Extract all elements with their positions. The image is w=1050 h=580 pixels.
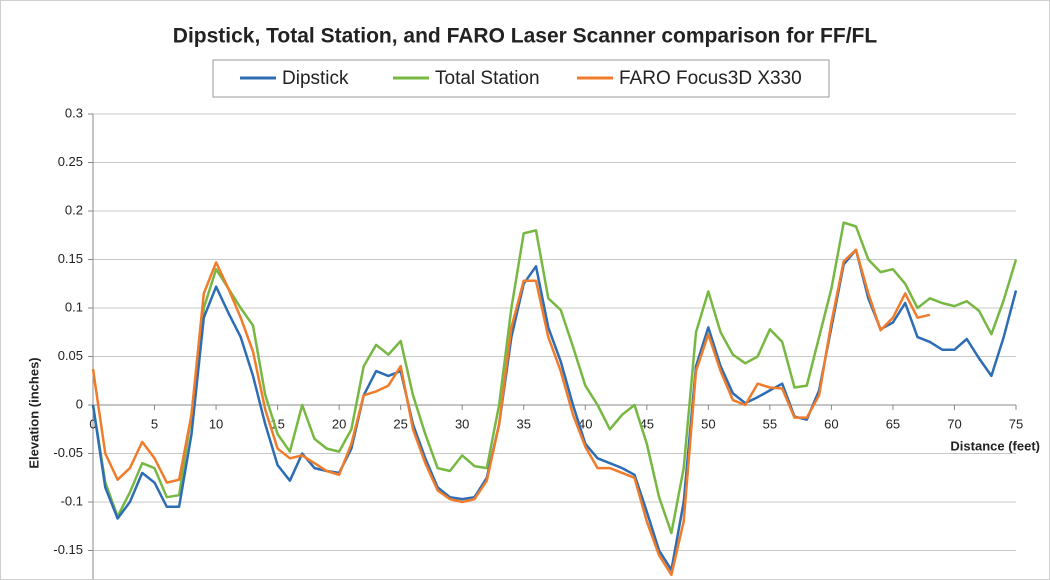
x-tick-label: 35 [516,416,530,431]
y-axis-title: Elevation (inches) [26,357,41,468]
x-tick-label: 5 [151,416,158,431]
y-tick-label: 0.2 [65,202,83,217]
y-tick-label: -0.1 [61,493,83,508]
y-tick-label: 0.15 [58,251,83,266]
legend-label: Dipstick [282,68,349,89]
series-line [91,248,931,577]
legend-label: FARO Focus3D X330 [619,68,802,89]
x-tick-label: 10 [209,416,223,431]
legend-box [212,59,830,98]
x-tick-label: 20 [332,416,346,431]
x-tick-label: 40 [578,416,592,431]
legend-label: Total Station [435,68,540,89]
x-tick-label: 55 [763,416,777,431]
x-tick-label: 45 [640,416,654,431]
x-tick-label: 75 [1009,416,1023,431]
x-axis-title: Distance (feet) [950,438,1040,453]
y-tick-label: 0.3 [65,105,83,120]
y-tick-label: -0.05 [53,445,83,460]
x-tick-label: 60 [824,416,838,431]
x-tick-label: 50 [701,416,715,431]
x-tick-label: 25 [393,416,407,431]
x-tick-label: 0 [89,416,96,431]
y-tick-label: 0 [76,396,83,411]
y-tick-label: 0.25 [58,154,83,169]
y-tick-label: 0.05 [58,348,83,363]
series-line [91,221,1018,535]
x-tick-label: 30 [455,416,469,431]
y-tick-label: -0.15 [53,542,83,557]
x-tick-label: 65 [886,416,900,431]
y-tick-label: 0.1 [65,299,83,314]
x-tick-label: 70 [947,416,961,431]
chart-title: Dipstick, Total Station, and FARO Laser … [173,25,878,48]
